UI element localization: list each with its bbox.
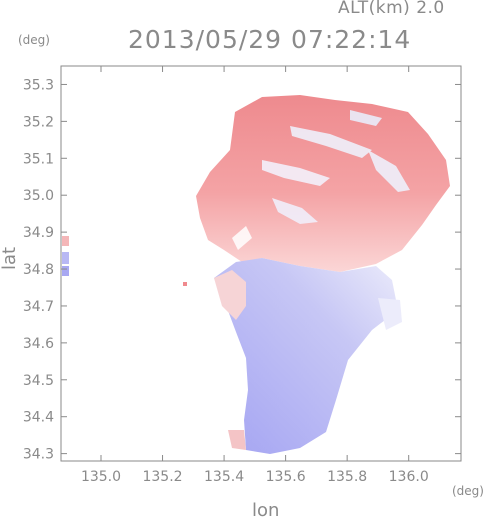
x-tick-label: 135.2	[142, 469, 182, 485]
echo-field	[62, 95, 450, 454]
edge-echo	[62, 252, 69, 264]
streak	[368, 150, 410, 192]
edge-echo	[183, 282, 187, 286]
chart-title: 2013/05/29 07:22:14	[128, 25, 412, 54]
y-tick-label: 34.8	[23, 262, 54, 278]
x-axis-label: lon	[252, 500, 280, 521]
streak	[290, 126, 372, 158]
x-tick-label: 135.4	[204, 469, 244, 485]
x-tick-label: 135.0	[81, 469, 121, 485]
streak	[262, 160, 330, 186]
streak	[272, 198, 318, 224]
y-tick-label: 35.1	[23, 151, 54, 167]
y-tick-label: 35.3	[23, 77, 54, 93]
x-tick-label: 135.6	[266, 469, 306, 485]
streak	[350, 110, 382, 126]
y-tick-label: 34.7	[23, 299, 54, 315]
x-unit-label: (deg)	[452, 484, 484, 498]
x-tick-label: 136.0	[389, 469, 429, 485]
x-tick-label: 135.8	[327, 469, 367, 485]
edge-echo	[62, 236, 69, 246]
y-tick-label: 35.2	[23, 114, 54, 130]
y-tick-label: 34.4	[23, 410, 54, 426]
mixed-patch	[228, 430, 246, 450]
approaching-region	[214, 258, 398, 454]
streak	[232, 226, 252, 250]
edge-echo	[62, 266, 69, 276]
y-tick-label: 34.9	[23, 225, 54, 241]
mixed-patch	[378, 298, 402, 330]
y-tick-label: 34.5	[23, 373, 54, 389]
plot-frame	[60, 65, 462, 462]
mixed-patch	[214, 270, 246, 320]
y-unit-label: (deg)	[18, 33, 50, 47]
altitude-label: ALT(km) 2.0	[338, 0, 445, 18]
y-tick-label: 34.6	[23, 336, 54, 352]
y-tick-label: 35.0	[23, 188, 54, 204]
y-tick-label: 34.3	[23, 447, 54, 463]
